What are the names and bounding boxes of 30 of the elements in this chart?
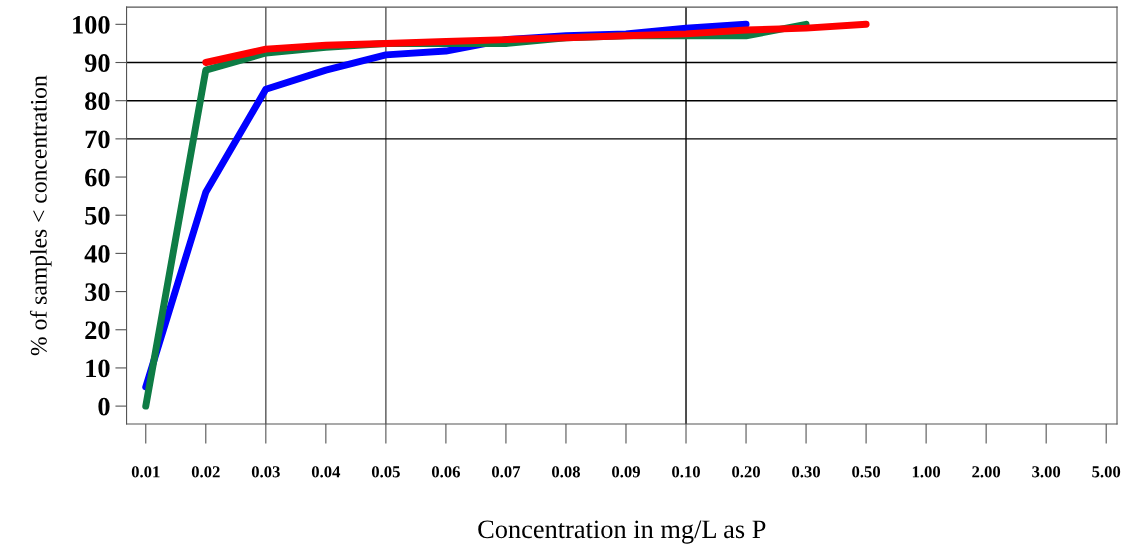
x-tick-label: 0.08 [552, 466, 580, 478]
x-tick-label: 0.10 [672, 466, 700, 478]
x-tick-label: 2.00 [972, 466, 1001, 478]
y-tick-label: 90 [84, 54, 110, 72]
y-tick-label: 30 [85, 283, 110, 301]
y-axis-title: % of samples < concentration [29, 75, 52, 356]
x-tick-label: 0.20 [732, 466, 760, 478]
x-tick-label: 0.04 [311, 466, 341, 478]
x-tick-label: 3.00 [1032, 466, 1061, 478]
x-tick-label: 0.50 [852, 466, 881, 478]
x-tick-label: 0.05 [371, 466, 400, 478]
y-tick-label: 40 [84, 245, 110, 263]
x-tick-label: 5.00 [1092, 466, 1121, 478]
x-tick-label: 1.00 [912, 466, 941, 478]
y-tick-label: 0 [98, 397, 110, 416]
x-axis-title: Concentration in mg/L as P [478, 520, 766, 544]
x-tick-label: 0.30 [792, 466, 821, 478]
y-tick-label: 50 [85, 206, 110, 225]
y-tick-label: 80 [85, 92, 110, 111]
y-tick-label: 20 [85, 321, 110, 340]
y-tick-label: 10 [86, 359, 110, 378]
x-tick-label: 0.03 [251, 466, 280, 478]
x-tick-label: 0.01 [131, 466, 160, 478]
x-tick-label: 0.09 [612, 466, 640, 478]
x-tick-label: 0.07 [491, 466, 521, 478]
y-tick-label: 100 [73, 15, 110, 34]
x-tick-label: 0.02 [191, 466, 220, 478]
x-tick-label: 0.06 [431, 466, 460, 478]
y-tick-label: 60 [85, 168, 110, 187]
y-tick-label: 70 [85, 130, 110, 149]
